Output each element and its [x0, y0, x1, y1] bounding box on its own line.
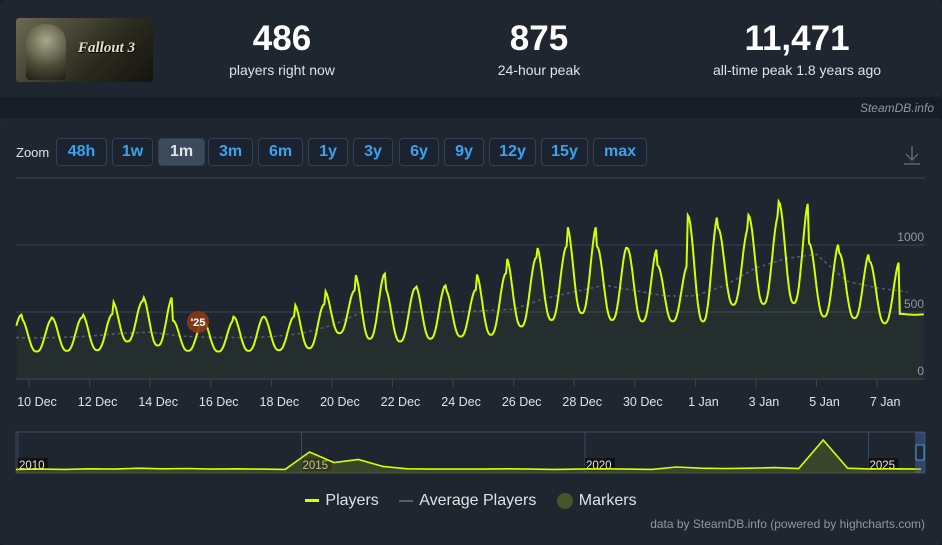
marker-point: [187, 311, 209, 333]
stat-value: 875: [509, 19, 569, 58]
stat-all-time-peak: 11,471 all-time peak 1.8 years ago: [687, 19, 907, 79]
navigator-label-bg: [18, 458, 48, 471]
stat-label: all-time peak 1.8 years ago: [712, 62, 882, 78]
zoom-button-6y[interactable]: 6y: [399, 138, 439, 166]
zoom-button-6m[interactable]: 6m: [258, 138, 303, 166]
x-tick-label: 10 Dec: [17, 395, 57, 409]
legend-average-players[interactable]: Average Players: [399, 492, 536, 510]
y-tick-label: 1000: [897, 230, 924, 244]
zoom-button-1m[interactable]: 1m: [158, 138, 205, 166]
zoom-button-12y[interactable]: 12y: [489, 138, 536, 166]
zoom-button-3y[interactable]: 3y: [353, 138, 393, 166]
chart-panel: [0, 118, 942, 545]
stats-header: Fallout 3 486 players right now 875 24-hou…: [0, 0, 942, 97]
stat-label: players right now: [229, 62, 335, 78]
stat-current: 486 players right now: [172, 19, 392, 79]
x-tick-label: 5 Jan: [809, 395, 840, 409]
x-tick-label: 16 Dec: [199, 395, 239, 409]
marker-label: '25: [191, 317, 206, 329]
zoom-label: Zoom: [16, 145, 50, 160]
x-tick-label: 1 Jan: [688, 395, 719, 409]
legend-players[interactable]: Players: [305, 492, 379, 510]
y-tick-label: 500: [904, 297, 924, 311]
legend-label: Players: [325, 492, 379, 509]
zoom-button-1w[interactable]: 1w: [112, 138, 153, 166]
average-players-line: [15, 253, 908, 339]
navigator-handle[interactable]: [915, 444, 925, 461]
navigator-year-label: 2015: [303, 460, 329, 472]
x-tick-label: 22 Dec: [381, 395, 421, 409]
legend-label: Average Players: [419, 492, 537, 509]
footer-credit[interactable]: data by SteamDB.info (powered by highcha…: [650, 517, 925, 531]
stat-24h-peak: 875 24-hour peak: [429, 19, 649, 79]
stat-value: 486: [252, 19, 312, 58]
game-thumbnail[interactable]: Fallout 3: [16, 18, 153, 82]
x-tick-label: 3 Jan: [749, 395, 780, 409]
y-tick-label: 0: [917, 364, 924, 378]
x-tick-label: 14 Dec: [138, 395, 178, 409]
x-tick-label: 18 Dec: [260, 395, 300, 409]
stat-label: 24-hour peak: [497, 62, 581, 78]
game-logo: Fallout 3: [78, 40, 136, 56]
zoom-button-15y[interactable]: 15y: [541, 138, 588, 166]
x-tick-label: 26 Dec: [502, 395, 542, 409]
download-icon[interactable]: [902, 144, 922, 166]
stat-value: 11,471: [744, 19, 850, 58]
x-tick-label: 28 Dec: [562, 395, 602, 409]
zoom-button-9y[interactable]: 9y: [444, 138, 484, 166]
zoom-button-max[interactable]: max: [593, 138, 647, 166]
navigator-label-bg: [585, 458, 615, 471]
x-tick-label: 7 Jan: [870, 395, 901, 409]
power-armor-image: [26, 24, 66, 80]
x-tick-label: 30 Dec: [623, 395, 663, 409]
x-tick-label: 20 Dec: [320, 395, 360, 409]
navigator-line: [15, 438, 922, 471]
zoom-button-1y[interactable]: 1y: [308, 138, 348, 166]
players-area: [16, 201, 924, 379]
navigator-label-bg: [301, 458, 332, 471]
zoom-button-48h[interactable]: 48h: [56, 138, 107, 166]
x-tick-label: 24 Dec: [441, 395, 481, 409]
x-tick-label: 12 Dec: [78, 395, 118, 409]
legend-label: Markers: [578, 492, 637, 509]
steamdb-credit[interactable]: SteamDB.info: [859, 101, 934, 115]
zoom-button-3m[interactable]: 3m: [208, 138, 253, 166]
navigator-label-bg: [868, 458, 899, 471]
legend: Players Average Players Markers: [0, 492, 942, 510]
legend-markers[interactable]: Markers: [556, 492, 637, 510]
players-line: [15, 198, 924, 353]
navigator-frame: [15, 431, 926, 474]
